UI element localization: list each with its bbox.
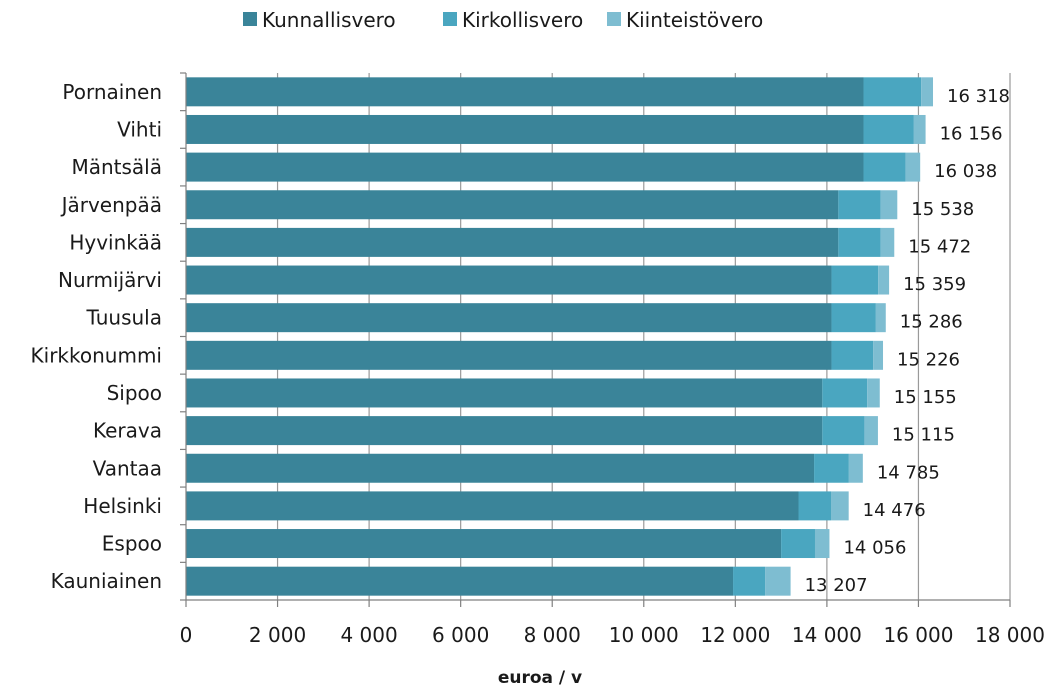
legend-swatch [243,12,257,26]
x-tick-label: 2 000 [249,623,306,647]
total-label: 15 226 [897,349,960,370]
x-tick-label: 14 000 [792,623,862,647]
category-label: Vihti [117,117,162,141]
x-tick-label: 4 000 [340,623,397,647]
x-tick-label: 8 000 [524,623,581,647]
bar-segment [831,491,849,521]
bar-segment [863,77,922,107]
x-tick-label: 16 000 [883,623,953,647]
total-label: 14 476 [863,500,926,521]
total-label: 16 318 [947,86,1010,107]
bar-segment [864,416,878,446]
bar-segment [186,190,839,220]
category-label: Hyvinkää [69,230,162,254]
x-tick-labels: 0 2 000 4 000 6 000 8 000 10 000 12 000 14 000 1… [180,623,1045,647]
x-axis-label: euroa / v [498,668,582,688]
x-tick-label: 6 000 [432,623,489,647]
bar-segment [186,152,864,182]
bars [186,77,934,596]
bar-segment [880,190,898,220]
x-tick-label: 18 000 [975,623,1045,647]
legend-label: Kunnallisvero [262,8,396,32]
bar-segment [186,265,832,295]
legend-label: Kiinteistövero [626,8,763,32]
bar-segment [873,340,884,370]
category-labels: Pornainen Vihti Mäntsälä Järvenpää Hyvinkää N… [31,80,162,593]
bar-segment [822,416,865,446]
total-label: 16 038 [934,161,997,182]
bar-segment [733,566,766,596]
total-label: 14 056 [843,538,906,559]
category-label: Nurmijärvi [58,268,162,292]
x-tick-label: 12 000 [700,623,770,647]
bar-segment [798,491,832,521]
bar-segment [921,77,934,107]
bar-segment [814,453,849,483]
total-label: 15 155 [894,387,957,408]
legend-swatch [607,12,621,26]
bar-segment [838,227,881,257]
bar-segment [186,340,832,370]
bar-segment [848,453,863,483]
bar-segment [186,491,799,521]
total-label: 15 472 [908,236,971,257]
category-label: Järvenpää [60,193,162,217]
axes [180,72,1011,607]
bar-segment [867,378,880,408]
bar-segment [186,303,832,333]
category-label: Pornainen [62,80,162,104]
category-label: Helsinki [83,494,162,518]
total-label: 15 538 [911,199,974,220]
bar-segment [781,529,815,559]
bar-segment [831,303,876,333]
bar-segment [913,114,926,144]
bar-segment [880,227,895,257]
category-label: Mäntsälä [71,155,162,179]
bar-segment [863,114,914,144]
total-label: 15 115 [892,425,955,446]
bar-segment [831,340,874,370]
category-label: Tuusula [86,306,162,330]
total-label: 16 156 [940,123,1003,144]
bar-segment [186,114,864,144]
bar-segment [831,265,879,295]
legend-swatch [443,12,457,26]
total-labels: 16 318 16 156 16 038 15 538 15 472 15 359 15 2… [805,86,1010,596]
total-label: 15 286 [900,312,963,333]
bar-segment [765,566,791,596]
category-label: Kirkkonummi [31,343,162,367]
total-label: 14 785 [877,462,940,483]
bar-segment [863,152,906,182]
bar-segment [186,227,839,257]
bar-segment [186,453,815,483]
total-label: 13 207 [805,575,868,596]
bar-segment [186,416,823,446]
total-label: 15 359 [903,274,966,295]
legend: Kunnallisvero Kirkollisvero Kiinteistövero [243,8,763,32]
bar-segment [822,378,868,408]
bar-segment [186,77,864,107]
bar-segment [875,303,886,333]
bar-segment [186,529,782,559]
category-label: Espoo [102,532,162,556]
bar-segment [838,190,881,220]
category-label: Vantaa [93,456,162,480]
bar-segment [814,529,830,559]
bar-segment [186,378,823,408]
x-tick-label: 0 [180,623,193,647]
bar-segment [905,152,921,182]
grid-lines [276,73,1011,600]
category-label: Kauniainen [51,569,162,593]
category-label: Sipoo [107,381,162,405]
legend-label: Kirkollisvero [462,8,583,32]
bar-segment [186,566,734,596]
x-tick-label: 10 000 [609,623,679,647]
category-label: Kerava [93,419,162,443]
bar-segment [878,265,890,295]
